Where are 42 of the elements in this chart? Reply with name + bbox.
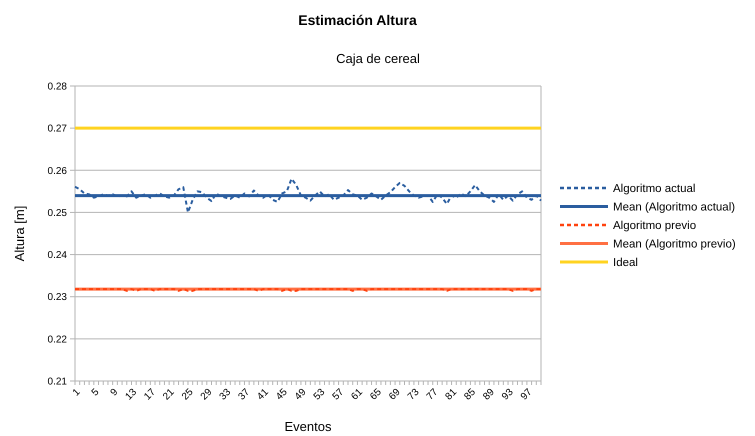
chart-subtitle: Caja de cereal (336, 51, 420, 66)
x-tick-label: 77 (424, 386, 441, 402)
y-tick-label: 0.28 (48, 82, 68, 92)
x-tick-label: 49 (292, 386, 309, 402)
x-tick-label: 37 (236, 386, 252, 402)
x-tick-label: 85 (462, 386, 478, 402)
y-tick-label: 0.22 (48, 334, 68, 346)
x-tick-label: 29 (198, 386, 215, 402)
x-tick-label: 33 (218, 386, 234, 402)
chart-title: Estimación Altura (298, 12, 417, 28)
x-tick-label: 13 (123, 386, 140, 402)
x-tick-label: 97 (518, 386, 535, 402)
y-tick-label: 0.27 (48, 124, 68, 135)
x-tick-label: 41 (255, 386, 272, 402)
x-axis-title: Eventos (284, 419, 332, 434)
y-tick-label: 0.24 (48, 250, 68, 262)
legend-label: Algoritmo previo (613, 220, 696, 232)
y-axis-title: Altura [m] (12, 206, 27, 262)
x-tick-label: 9 (108, 386, 121, 399)
x-tick-label: 5 (90, 386, 102, 399)
x-tick-label: 89 (481, 386, 498, 402)
legend-label: Mean (Algoritmo previo) (613, 238, 736, 251)
x-tick-label: 73 (406, 386, 422, 402)
legend-label: Ideal (613, 257, 638, 270)
x-tick-label: 1 (70, 386, 83, 399)
y-tick-label: 0.26 (48, 166, 68, 177)
x-tick-label: 93 (500, 386, 516, 402)
x-tick-label: 45 (274, 386, 290, 402)
x-tick-label: 81 (444, 386, 460, 402)
x-tick-label: 17 (142, 386, 158, 402)
y-tick-label: 0.23 (48, 292, 68, 304)
y-tick-label: 0.21 (48, 376, 68, 388)
x-tick-label: 57 (330, 386, 346, 402)
y-tick-label: 0.25 (48, 208, 68, 219)
x-tick-label: 61 (349, 386, 366, 402)
x-tick-label: 65 (368, 386, 384, 402)
x-tick-label: 53 (312, 386, 328, 402)
x-tick-label: 21 (161, 386, 178, 402)
legend-label: Algoritmo actual (613, 183, 696, 196)
x-tick-label: 25 (180, 386, 196, 402)
legend-label: Mean (Algoritmo actual) (613, 202, 736, 214)
x-tick-label: 69 (387, 386, 403, 402)
